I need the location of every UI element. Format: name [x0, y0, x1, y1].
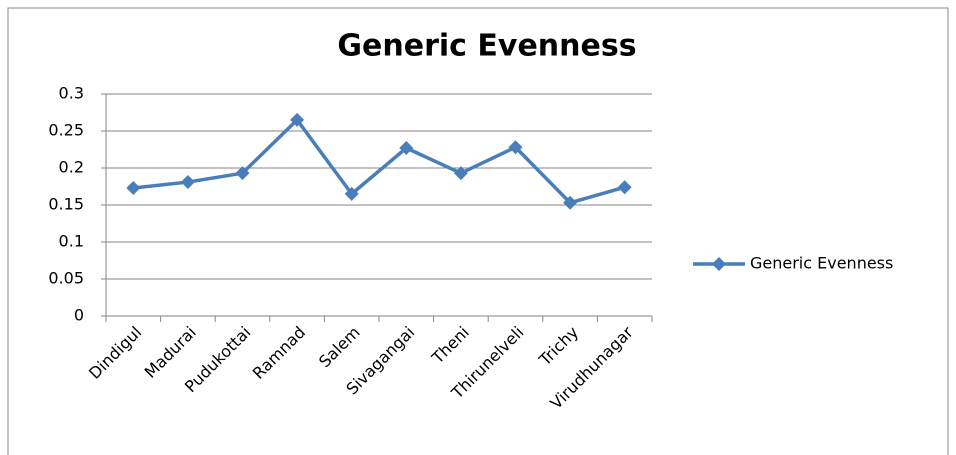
line-marker: [508, 140, 523, 155]
line-marker: [235, 166, 250, 181]
line-marker: [344, 186, 359, 201]
line-marker: [290, 112, 305, 127]
y-tick-label: 0.1: [59, 232, 84, 251]
line-marker: [453, 166, 468, 181]
line-marker: [180, 175, 195, 190]
chart-title: Generic Evenness: [337, 29, 636, 64]
y-tick-label: 0.3: [59, 84, 84, 103]
line-series: [133, 118, 626, 205]
line-marker: [617, 180, 632, 195]
line-marker: [399, 141, 414, 156]
y-tick-label: 0.2: [59, 158, 84, 177]
y-tick-label: 0.05: [48, 269, 84, 288]
legend-label: Generic Evenness: [750, 254, 893, 273]
y-tick-label: 0: [74, 306, 84, 325]
legend-marker: [712, 257, 726, 271]
line-marker: [563, 195, 578, 210]
line-marker: [126, 180, 141, 195]
y-tick-label: 0.15: [48, 195, 84, 214]
y-tick-label: 0.25: [48, 121, 84, 140]
chart-frame: [7, 7, 949, 455]
